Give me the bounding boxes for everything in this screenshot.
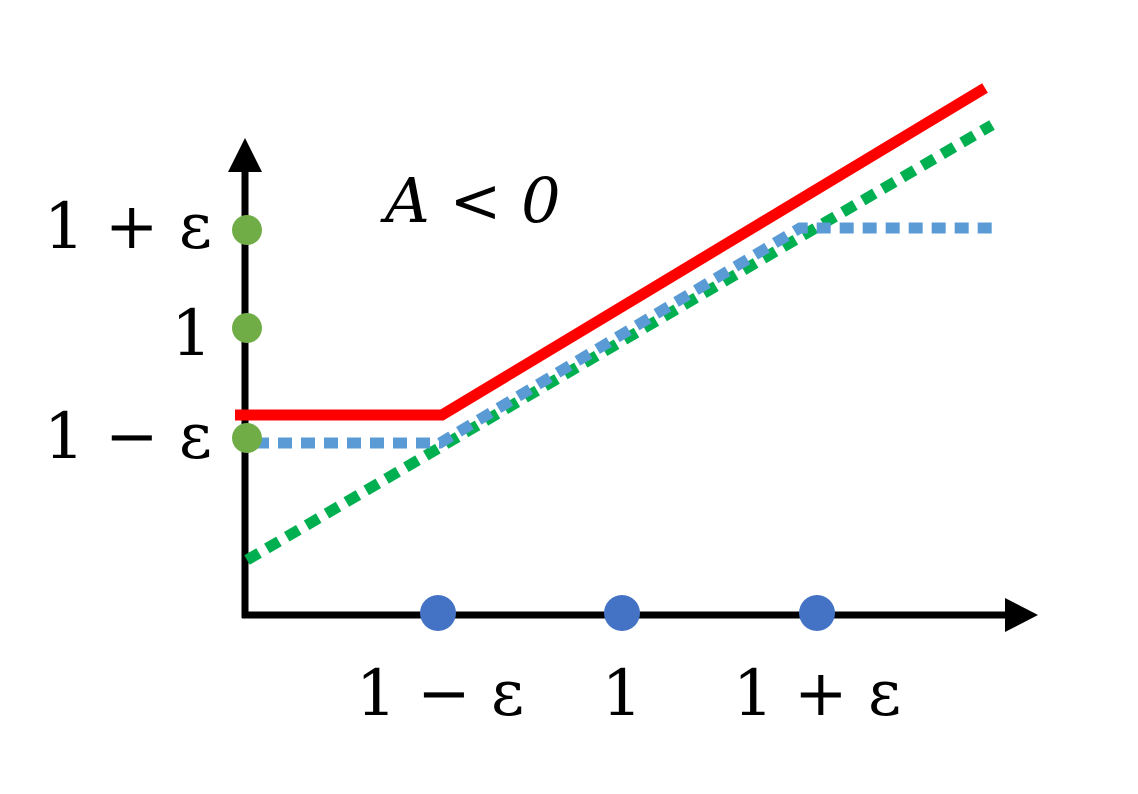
x-dot-1-plus-eps xyxy=(799,595,835,631)
blue-dotted-line xyxy=(255,222,992,449)
condition-label: A < 0 xyxy=(380,164,561,237)
x-label-1: 1 xyxy=(602,657,643,731)
x-dot-1 xyxy=(604,595,640,631)
red-line xyxy=(235,83,988,421)
x-dot-1-minus-eps xyxy=(420,595,456,631)
y-label-1: 1 xyxy=(171,297,212,371)
y-dot-1-minus-eps xyxy=(232,423,262,453)
x-label-1-minus-eps: 1 − ε xyxy=(356,657,524,731)
y-axis-arrow-icon xyxy=(228,138,262,172)
y-dot-1-plus-eps xyxy=(232,215,262,245)
green-dotted-line xyxy=(244,120,995,565)
x-label-1-plus-eps: 1 + ε xyxy=(733,657,901,731)
x-axis-arrow-icon xyxy=(1005,598,1038,632)
y-label-1-plus-eps: 1 + ε xyxy=(44,190,212,264)
y-label-1-minus-eps: 1 − ε xyxy=(44,400,212,474)
y-dot-1 xyxy=(232,313,262,343)
